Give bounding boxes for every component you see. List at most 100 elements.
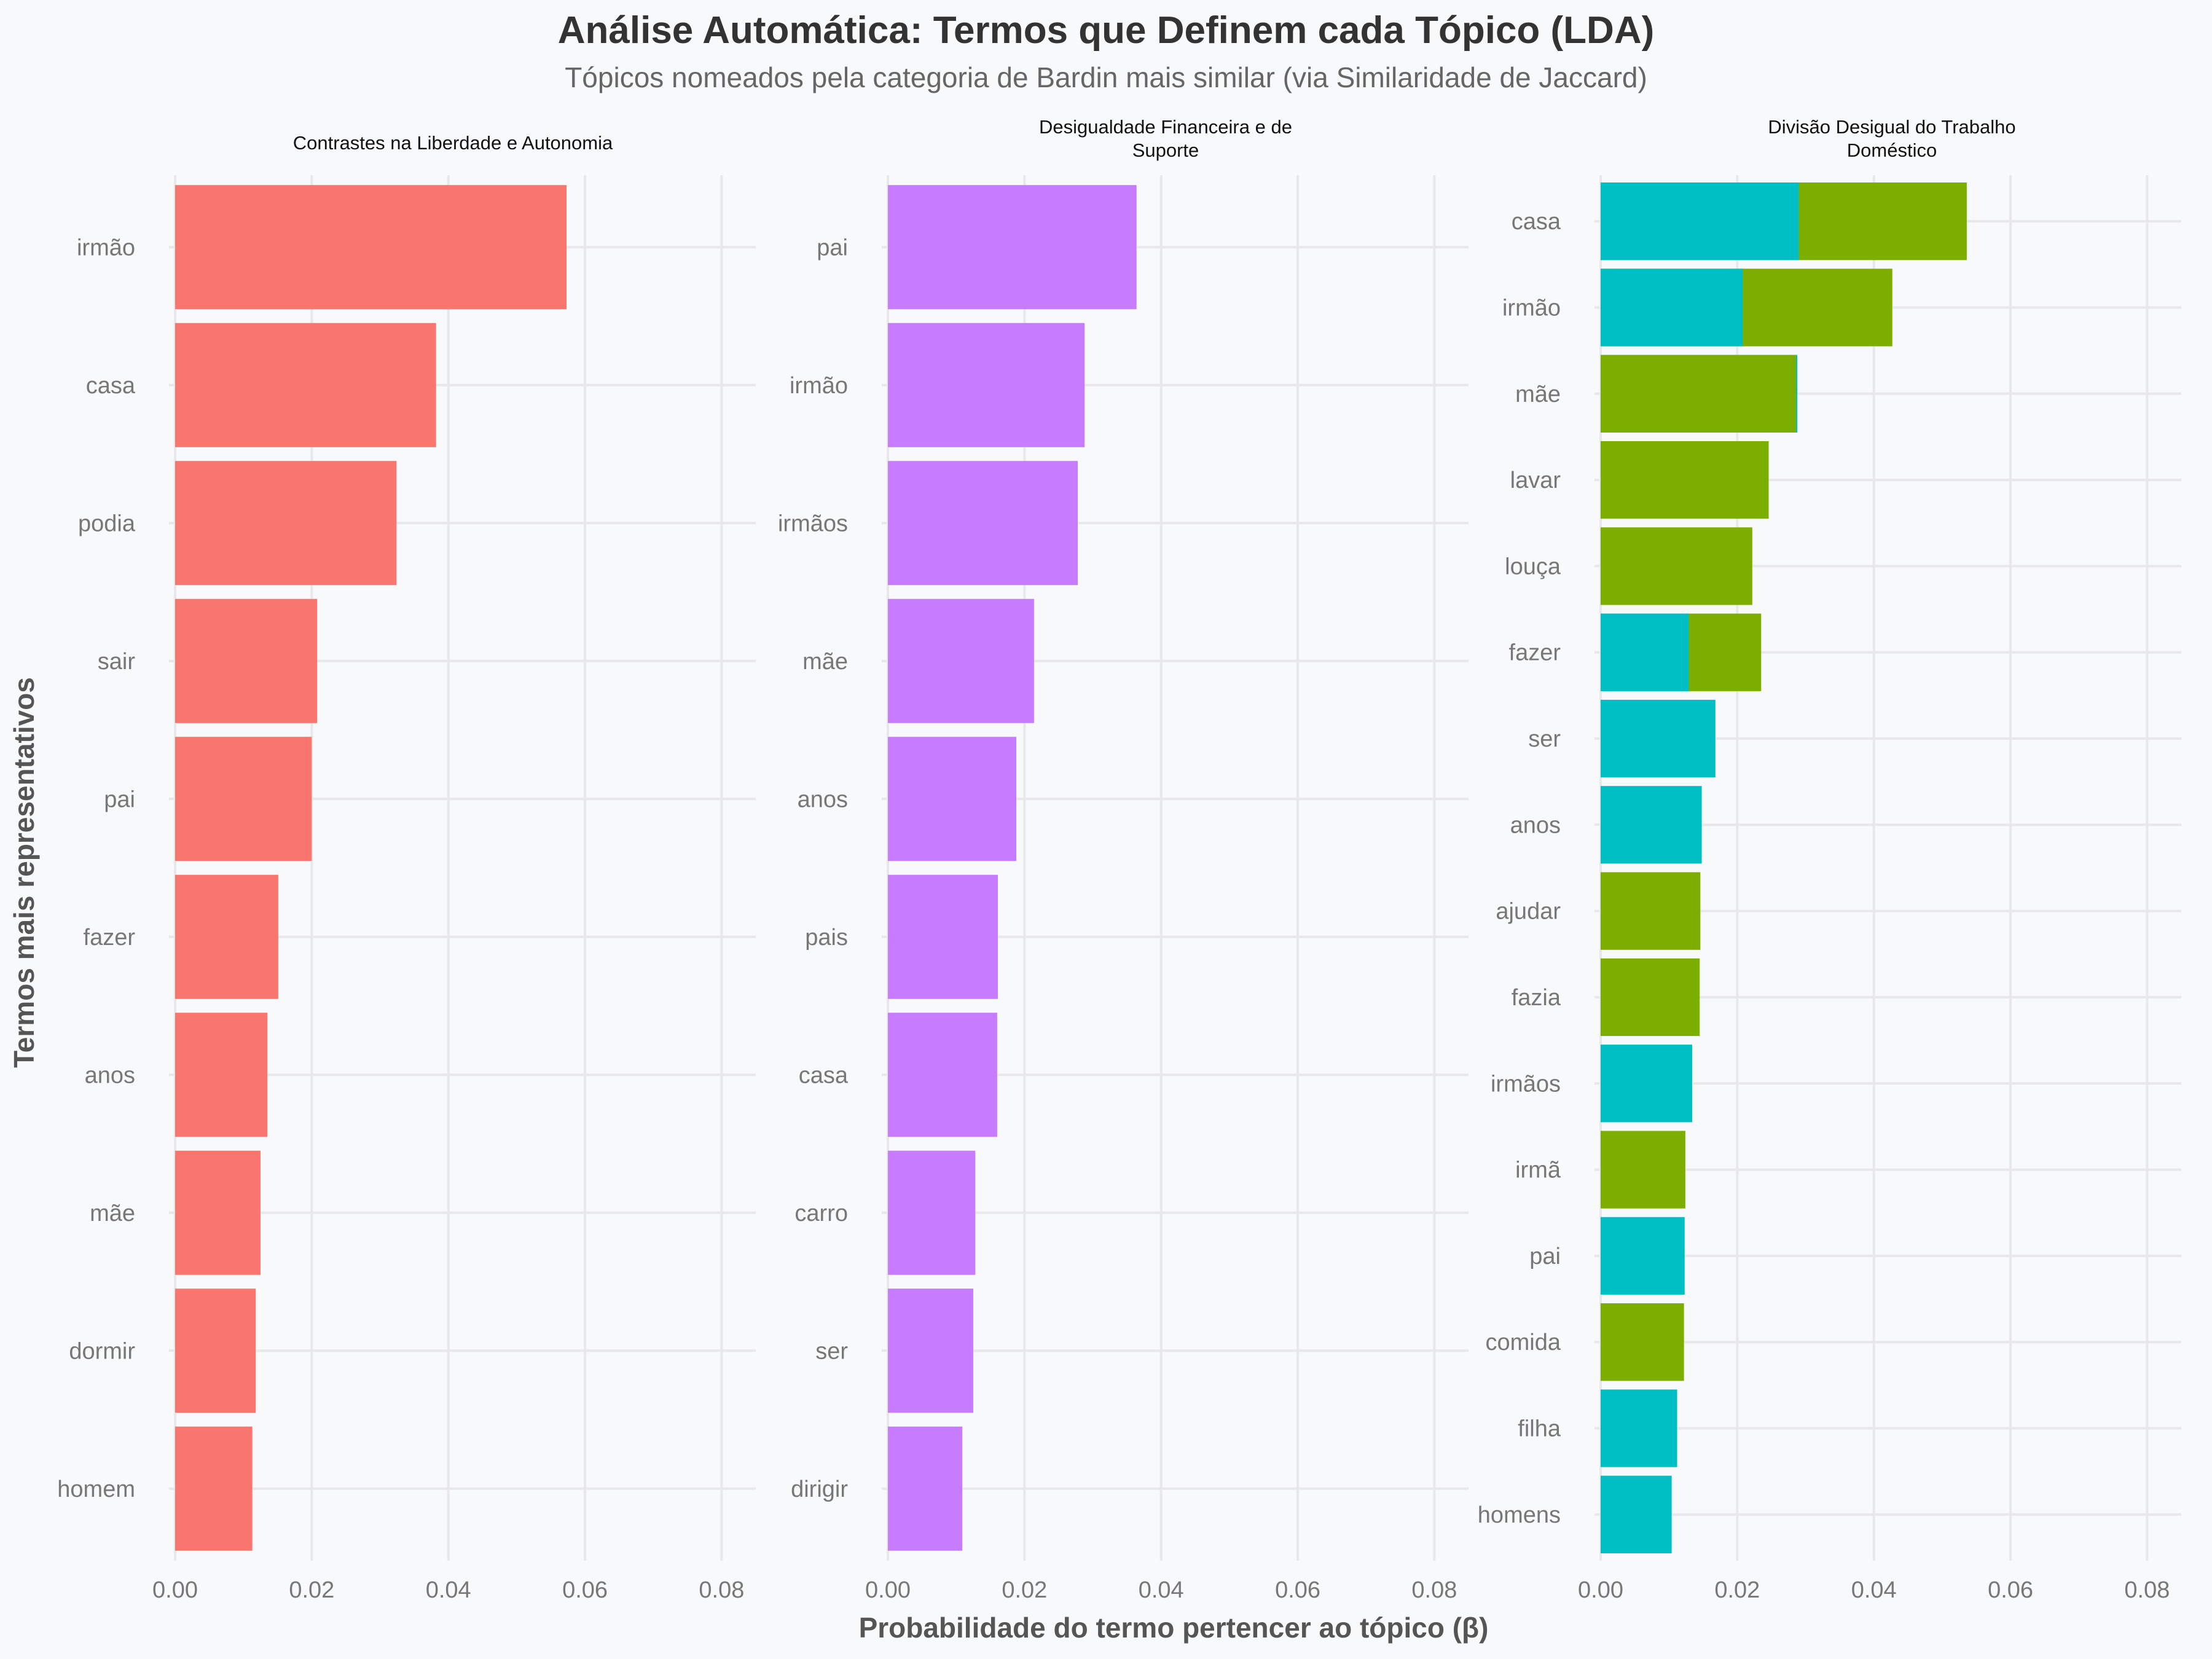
y-tick-label: pai (1529, 1244, 1561, 1269)
y-tick-label: ser (815, 1338, 848, 1364)
y-tick-label: irmã (1515, 1158, 1561, 1183)
y-tick-label: pais (805, 925, 848, 951)
y-tick-label: anos (1510, 812, 1561, 838)
x-tick-label: 0.06 (1988, 1577, 2033, 1603)
y-tick-label: pai (104, 786, 135, 812)
x-tick-label: 0.02 (1002, 1577, 1047, 1603)
x-tick-label: 0.08 (699, 1577, 744, 1603)
facet-title-line: Suporte (1132, 139, 1199, 161)
bar (888, 1150, 976, 1275)
y-tick-label: irmão (1502, 295, 1561, 321)
y-tick-label: ser (1528, 726, 1561, 752)
bar (888, 874, 998, 999)
facet-title-line: Doméstico (1847, 139, 1937, 161)
y-tick-label: casa (1512, 209, 1561, 235)
bar (175, 1288, 256, 1413)
y-tick-label: mãe (802, 649, 848, 675)
bar (1601, 1217, 1685, 1295)
bar (888, 1426, 963, 1551)
y-tick-label: irmãos (1491, 1071, 1561, 1097)
facet-title-line: Contrastes na Liberdade e Autonomia (293, 132, 613, 154)
bar (888, 185, 1137, 310)
y-tick-label: irmão (790, 373, 848, 399)
bar (1601, 182, 1799, 261)
y-tick-label: filha (1518, 1416, 1561, 1442)
y-tick-label: casa (799, 1062, 849, 1088)
y-tick-label: fazer (84, 925, 136, 951)
y-tick-label: ajudar (1496, 899, 1561, 925)
x-tick-label: 0.00 (152, 1577, 198, 1603)
y-tick-label: dormir (69, 1338, 135, 1364)
bar (175, 1013, 268, 1137)
x-axis-title: Probabilidade do termo pertencer ao tópi… (859, 1612, 1489, 1644)
x-tick-label: 0.06 (1275, 1577, 1320, 1603)
y-tick-label: homens (1478, 1502, 1561, 1528)
bar (1601, 1389, 1677, 1467)
bar (175, 461, 397, 586)
facet-panel-1: Contrastes na Liberdade e Autonomia irmão… (57, 132, 756, 1603)
y-axis-title: Termos mais representativos (8, 677, 40, 1068)
y-tick-label: podia (78, 511, 136, 536)
bar (1601, 786, 1702, 864)
bar (1601, 269, 1743, 347)
x-tick-label: 0.00 (865, 1577, 911, 1603)
bar (1601, 1131, 1685, 1209)
bar (888, 323, 1085, 447)
bar (888, 461, 1078, 586)
bar (1601, 1045, 1692, 1123)
bar (1601, 527, 1752, 605)
bar (175, 598, 318, 723)
bar (888, 1013, 997, 1137)
bar (175, 1150, 261, 1275)
y-tick-label: carro (794, 1201, 848, 1226)
y-tick-label: anos (85, 1062, 135, 1088)
bar (1601, 958, 1700, 1037)
x-tick-label: 0.04 (1139, 1577, 1184, 1603)
x-tick-label: 0.04 (1851, 1577, 1897, 1603)
x-tick-label: 0.02 (1714, 1577, 1760, 1603)
bar (1601, 355, 1796, 433)
y-tick-label: fazia (1512, 985, 1561, 1011)
y-tick-label: louça (1505, 554, 1561, 579)
x-tick-label: 0.00 (1578, 1577, 1623, 1603)
y-tick-label: irmãos (778, 511, 848, 536)
bar (175, 1426, 253, 1551)
x-tick-label: 0.06 (562, 1577, 608, 1603)
y-tick-label: sair (98, 649, 136, 675)
y-tick-label: anos (798, 786, 848, 812)
bar (888, 1288, 973, 1413)
y-tick-label: casa (86, 373, 136, 399)
y-tick-label: mãe (90, 1201, 135, 1226)
facet-panels: Contrastes na Liberdade e Autonomia irmão… (57, 116, 2181, 1603)
y-tick-label: homem (57, 1477, 135, 1502)
bar (888, 737, 1017, 861)
chart-title: Análise Automática: Termos que Definem c… (558, 9, 1655, 52)
bar (1601, 441, 1769, 519)
y-tick-label: lavar (1510, 468, 1561, 493)
y-tick-label: fazer (1509, 640, 1561, 666)
bar (175, 323, 436, 447)
bar (888, 598, 1034, 723)
bar (175, 185, 567, 310)
bar (1601, 1303, 1684, 1381)
bar (1601, 872, 1701, 950)
y-tick-label: pai (817, 235, 848, 261)
x-tick-label: 0.04 (426, 1577, 471, 1603)
x-tick-label: 0.08 (2124, 1577, 2170, 1603)
y-tick-label: comida (1486, 1330, 1561, 1355)
bar (1601, 699, 1716, 778)
bar (1601, 1475, 1672, 1553)
y-tick-label: irmão (77, 235, 135, 261)
facet-title-line: Divisão Desigual do Trabalho (1768, 116, 2015, 138)
y-tick-label: mãe (1515, 382, 1561, 407)
x-tick-label: 0.02 (289, 1577, 334, 1603)
bar (175, 874, 278, 999)
bar (175, 737, 312, 861)
y-tick-label: dirigir (791, 1477, 848, 1502)
facet-title-line: Desigualdade Financeira e de (1039, 116, 1292, 138)
bar (1601, 613, 1689, 691)
chart-subtitle: Tópicos nomeados pela categoria de Bardi… (565, 61, 1647, 93)
